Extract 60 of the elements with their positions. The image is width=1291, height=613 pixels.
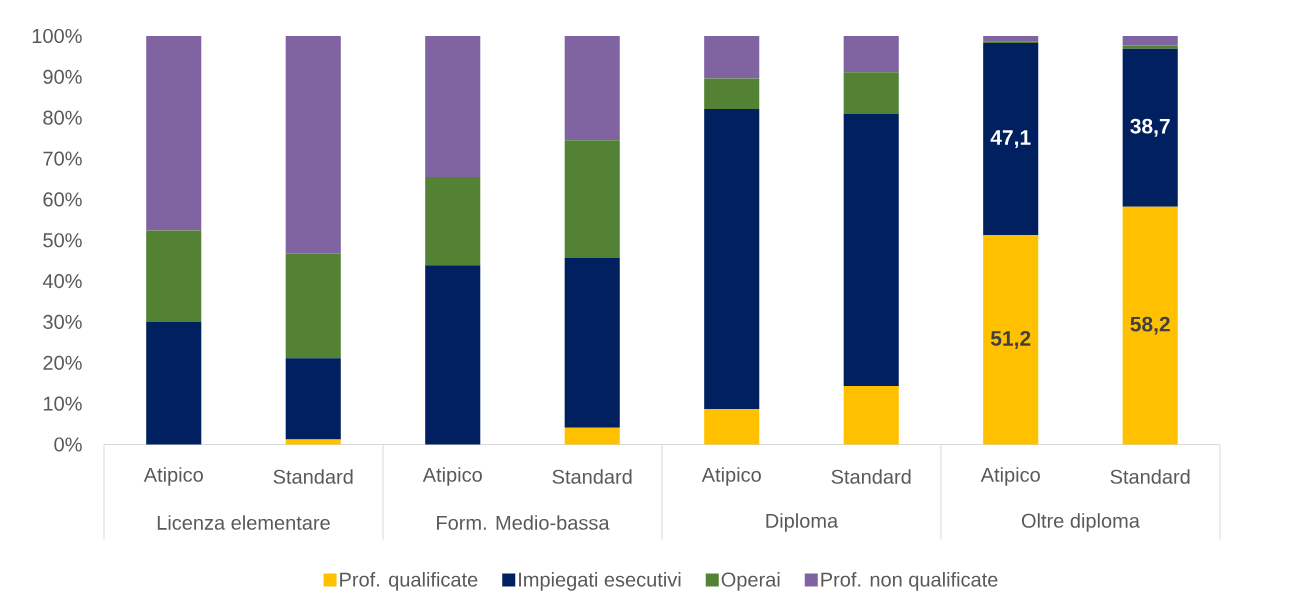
y-tick-label: 20% <box>43 355 82 370</box>
y-tick-label: 80% <box>43 110 82 125</box>
bar <box>843 36 899 73</box>
x-tick-label: Standard <box>552 469 632 484</box>
data-label: 47,1 <box>990 130 1031 148</box>
bar <box>843 386 899 445</box>
bar <box>843 113 899 387</box>
bar <box>564 140 620 258</box>
bar <box>146 36 202 231</box>
legend-label: Prof. non qualificate <box>821 572 998 591</box>
bar <box>704 409 760 445</box>
bar <box>285 36 341 254</box>
bar <box>564 36 620 141</box>
y-tick-label: 70% <box>43 151 82 166</box>
y-tick-label: 60% <box>43 192 82 207</box>
data-label: 38,7 <box>1130 118 1170 137</box>
y-tick-label: 10% <box>43 396 82 411</box>
bar <box>983 42 1039 236</box>
bar <box>983 235 1039 445</box>
bar <box>1122 48 1178 207</box>
bar <box>425 265 481 445</box>
bar <box>704 36 760 79</box>
y-tick-label: 100% <box>32 28 82 44</box>
y-tick-label: 40% <box>42 274 82 289</box>
data-label: 58,2 <box>1130 316 1170 335</box>
x-tick-label: Standard <box>273 469 353 484</box>
legend-label: Impiegati esecutivi <box>519 572 681 591</box>
bar <box>564 257 620 428</box>
bar <box>285 253 341 359</box>
bar <box>425 36 481 177</box>
bar <box>983 36 1039 42</box>
x-tick-label: Standard <box>1110 469 1190 484</box>
data-label: 51,2 <box>990 330 1031 349</box>
y-tick-label: 90% <box>43 69 82 84</box>
bar <box>146 230 202 322</box>
x-tick-label: Standard <box>831 469 911 484</box>
x-tick-label: Atipico <box>980 467 1040 486</box>
bar <box>425 176 481 266</box>
x-tick-label: Atipico <box>143 467 203 486</box>
x-tick-label: Atipico <box>701 467 761 486</box>
bar <box>1122 206 1178 445</box>
bar <box>843 72 899 114</box>
y-tick-label: 50% <box>43 233 82 248</box>
text: Form. Medio-bassa <box>437 515 610 530</box>
y-tick-label: 30% <box>43 314 82 330</box>
bar <box>704 78 760 110</box>
bar <box>564 427 620 445</box>
bar <box>146 321 202 445</box>
bar <box>1122 36 1178 46</box>
x-tick-label: Atipico <box>422 467 482 486</box>
bar <box>285 439 341 445</box>
text: Oltre diploma <box>1021 513 1140 532</box>
legend-label: Operai <box>721 572 780 591</box>
text: Licenza elementare <box>157 515 330 530</box>
text: Diploma <box>766 513 839 532</box>
bar <box>704 109 760 410</box>
bar <box>1122 45 1178 49</box>
bar <box>285 358 341 440</box>
y-tick-label: 0% <box>54 437 82 452</box>
legend-label: Prof. qualificate <box>340 572 478 591</box>
